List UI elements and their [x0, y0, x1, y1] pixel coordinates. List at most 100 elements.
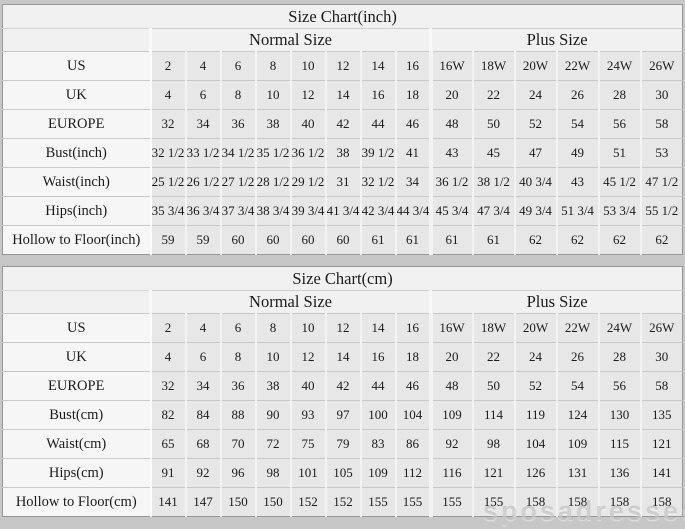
- row-label: US: [2, 313, 152, 343]
- data-cell: 24W: [597, 51, 641, 81]
- data-cell: 158: [513, 487, 557, 517]
- size-chart-inch-table: Size Chart(inch) Normal Size Plus Size US 2 4…: [2, 4, 684, 255]
- data-cell: 18: [394, 342, 431, 372]
- data-cell: 43: [555, 167, 599, 197]
- table-row: Hollow to Floor(cm) 141 147 150 150 152 152 155…: [2, 487, 683, 517]
- data-cell: 96: [219, 458, 256, 488]
- data-cell: 2: [149, 51, 186, 81]
- corner-cell: [2, 290, 151, 314]
- data-cell: 86: [394, 429, 431, 459]
- data-cell: 22W: [555, 313, 599, 343]
- data-cell: 51: [597, 138, 641, 168]
- data-cell: 24W: [597, 313, 641, 343]
- data-cell: 8: [219, 80, 256, 110]
- data-cell: 50: [471, 109, 515, 139]
- data-cell: 88: [219, 400, 256, 430]
- data-cell: 38: [254, 109, 291, 139]
- data-cell: 26 1/2: [184, 167, 221, 197]
- data-cell: 40: [289, 371, 326, 401]
- data-cell: 32: [149, 109, 186, 139]
- data-cell: 62: [639, 225, 683, 255]
- data-cell: 90: [254, 400, 291, 430]
- data-cell: 53: [639, 138, 683, 168]
- data-cell: 31: [324, 167, 361, 197]
- data-cell: 32: [149, 371, 186, 401]
- row-label: UK: [2, 342, 152, 372]
- data-cell: 97: [324, 400, 361, 430]
- data-cell: 41 3/4: [324, 196, 361, 226]
- data-cell: 14: [359, 51, 396, 81]
- group-header-row: Normal Size Plus Size: [2, 28, 683, 52]
- data-cell: 20: [428, 342, 473, 372]
- data-cell: 28: [597, 342, 641, 372]
- data-cell: 46: [394, 109, 431, 139]
- data-cell: 38 3/4: [254, 196, 291, 226]
- row-label: UK: [2, 80, 152, 110]
- data-cell: 44: [359, 371, 396, 401]
- data-cell: 98: [471, 429, 515, 459]
- data-cell: 14: [359, 313, 396, 343]
- data-cell: 20W: [513, 51, 557, 81]
- data-cell: 60: [219, 225, 256, 255]
- row-label: US: [2, 51, 152, 81]
- table-title: Size Chart(inch): [2, 4, 683, 29]
- table-row: EUROPE 32 34 36 38 40 42 44 46 48 50 52 54 56 58: [2, 109, 683, 139]
- data-cell: 8: [219, 342, 256, 372]
- data-cell: 61: [428, 225, 473, 255]
- plus-size-header: Plus Size: [428, 28, 683, 52]
- data-cell: 4: [184, 51, 221, 81]
- title-row: Size Chart(inch): [2, 4, 683, 29]
- data-cell: 58: [639, 109, 683, 139]
- data-cell: 6: [219, 51, 256, 81]
- data-cell: 30: [639, 342, 683, 372]
- data-cell: 56: [597, 371, 641, 401]
- data-cell: 62: [555, 225, 599, 255]
- data-cell: 26: [555, 342, 599, 372]
- data-cell: 6: [184, 342, 221, 372]
- row-label: EUROPE: [2, 109, 152, 139]
- data-cell: 105: [324, 458, 361, 488]
- data-cell: 8: [254, 313, 291, 343]
- data-cell: 58: [639, 371, 683, 401]
- data-cell: 126: [513, 458, 557, 488]
- data-cell: 26: [555, 80, 599, 110]
- data-cell: 32 1/2: [149, 138, 186, 168]
- data-cell: 42: [324, 109, 361, 139]
- data-cell: 14: [324, 80, 361, 110]
- data-cell: 33 1/2: [184, 138, 221, 168]
- data-cell: 155: [471, 487, 515, 517]
- data-cell: 62: [513, 225, 557, 255]
- data-cell: 6: [184, 80, 221, 110]
- data-cell: 54: [555, 371, 599, 401]
- row-label: Hollow to Floor(cm): [2, 487, 152, 517]
- data-cell: 39 1/2: [359, 138, 396, 168]
- data-cell: 34: [184, 109, 221, 139]
- data-cell: 155: [394, 487, 431, 517]
- data-cell: 44: [359, 109, 396, 139]
- data-cell: 47 3/4: [471, 196, 515, 226]
- data-cell: 12: [324, 313, 361, 343]
- table-row: Hips(cm) 91 92 96 98 101 105 109 112 116 121 126 131…: [2, 458, 683, 488]
- data-cell: 53 3/4: [597, 196, 641, 226]
- data-cell: 101: [289, 458, 326, 488]
- data-cell: 75: [289, 429, 326, 459]
- data-cell: 34: [184, 371, 221, 401]
- data-cell: 61: [471, 225, 515, 255]
- table-row: Waist(cm) 65 68 70 72 75 79 83 86 92 98 104 109 115 12…: [2, 429, 683, 459]
- data-cell: 10: [289, 313, 326, 343]
- size-chart-cm-section: Size Chart(cm) Normal Size Plus Size US 2 4 6 8…: [2, 266, 684, 517]
- data-cell: 45 3/4: [428, 196, 473, 226]
- data-cell: 52: [513, 371, 557, 401]
- data-cell: 29 1/2: [289, 167, 326, 197]
- data-cell: 150: [254, 487, 291, 517]
- data-cell: 49 3/4: [513, 196, 557, 226]
- data-cell: 22W: [555, 51, 599, 81]
- data-cell: 28 1/2: [254, 167, 291, 197]
- data-cell: 27 1/2: [219, 167, 256, 197]
- data-cell: 36: [219, 371, 256, 401]
- data-cell: 42: [324, 371, 361, 401]
- table-row: US 2 4 6 8 10 12 14 16 16W 18W 20W 22W 24W 26W: [2, 51, 683, 81]
- data-cell: 60: [254, 225, 291, 255]
- data-cell: 39 3/4: [289, 196, 326, 226]
